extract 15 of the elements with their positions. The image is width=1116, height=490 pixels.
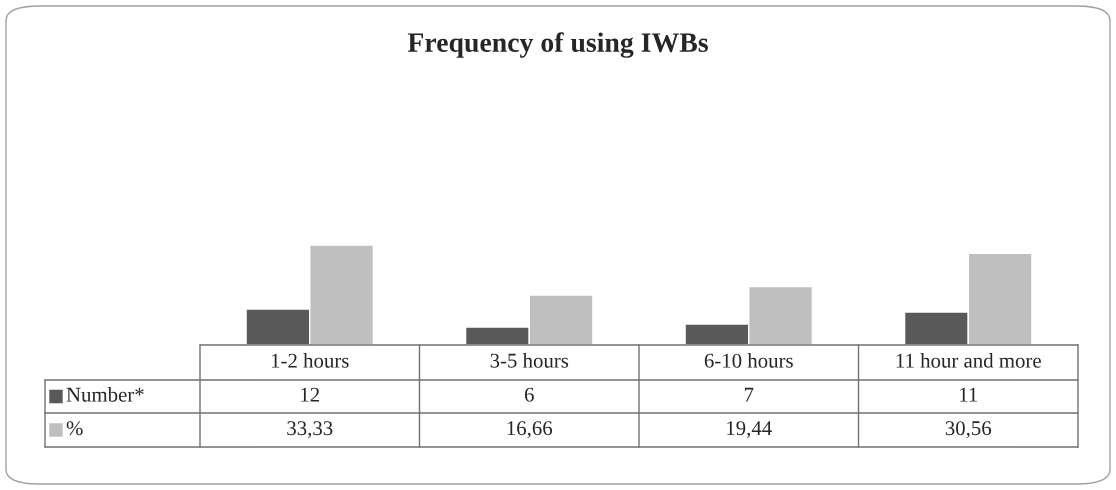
x-tick-label: 11 hour and more [896,353,1041,368]
data-label: 30,56 [945,421,992,439]
legend-label: % [66,421,83,436]
data-label: 11 [960,387,978,402]
legend-label: Number* [66,387,144,402]
chart-title: Frequency of using IWBs [407,32,708,58]
data-label: 16,66 [507,421,553,439]
x-tick-label: 3-5 hours [490,353,569,368]
data-label: 6 [524,387,534,402]
data-label: 33,33 [287,421,333,439]
x-tick-label: 6-10 hours [704,353,793,368]
data-label: 19,44 [727,421,772,439]
x-tick-label: 1-2 hours [271,353,349,368]
data-label: 12 [301,387,320,402]
data-label: 7 [744,387,754,402]
